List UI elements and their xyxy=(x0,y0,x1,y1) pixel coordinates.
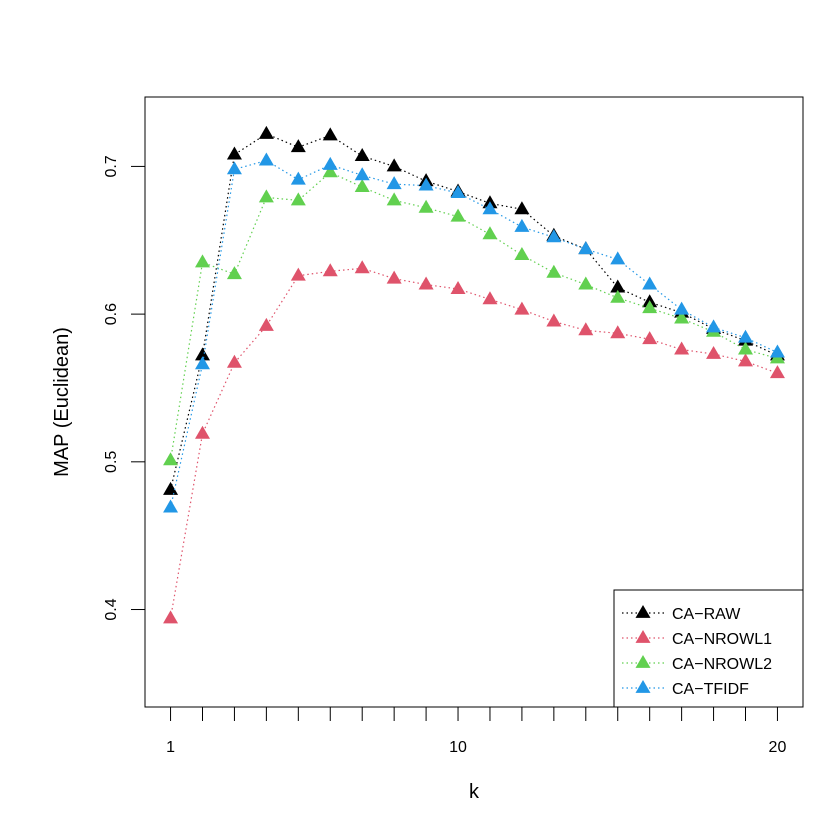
data-point xyxy=(258,189,274,203)
data-point xyxy=(322,164,338,178)
legend-marker xyxy=(635,679,651,693)
data-point xyxy=(482,291,498,305)
data-point xyxy=(546,264,562,278)
data-point xyxy=(194,356,210,370)
legend-item: CA−NROWL2 xyxy=(622,654,772,673)
data-point xyxy=(258,317,274,331)
legend-marker xyxy=(635,604,651,618)
data-point xyxy=(610,289,626,303)
y-axis: 0.4 0.5 0.6 0.7 xyxy=(103,155,146,621)
data-point xyxy=(642,300,658,314)
data-point xyxy=(226,266,242,280)
y-tick-label: 0.5 xyxy=(103,451,120,473)
y-tick-label: 0.7 xyxy=(103,155,120,177)
data-point xyxy=(258,125,274,139)
data-point xyxy=(610,251,626,265)
data-point xyxy=(354,167,370,181)
x-tick-label: 10 xyxy=(449,739,467,756)
data-point xyxy=(674,301,690,315)
legend-item: CA−NROWL1 xyxy=(622,629,772,648)
data-point xyxy=(514,246,530,260)
data-point xyxy=(386,176,402,190)
data-point xyxy=(194,254,210,268)
data-point xyxy=(674,341,690,355)
legend-label: CA−NROWL1 xyxy=(672,631,772,648)
data-point xyxy=(322,156,338,170)
data-point xyxy=(546,313,562,327)
data-point xyxy=(322,263,338,277)
data-point xyxy=(610,325,626,339)
y-tick-label: 0.6 xyxy=(103,303,120,325)
data-point xyxy=(514,218,530,232)
legend-item: CA−TFIDF xyxy=(622,679,749,698)
legend-marker xyxy=(635,629,651,643)
data-point xyxy=(226,161,242,175)
legend-marker xyxy=(635,654,651,668)
data-point xyxy=(354,260,370,274)
data-point xyxy=(386,270,402,284)
data-point xyxy=(546,229,562,243)
data-point xyxy=(450,280,466,294)
data-point xyxy=(354,179,370,193)
data-point xyxy=(578,322,594,336)
data-point xyxy=(610,279,626,293)
data-point xyxy=(738,329,754,343)
data-point xyxy=(194,347,210,361)
data-point xyxy=(226,354,242,368)
data-point xyxy=(738,353,754,367)
y-axis-title: MAP (Euclidean) xyxy=(51,327,73,477)
data-point xyxy=(290,267,306,281)
data-point xyxy=(578,276,594,290)
data-point xyxy=(386,158,402,172)
data-point xyxy=(418,177,434,191)
series-2 xyxy=(163,260,785,624)
data-point xyxy=(482,201,498,215)
data-point xyxy=(290,192,306,206)
data-point xyxy=(322,127,338,141)
series-3 xyxy=(163,164,785,466)
data-point xyxy=(706,345,722,359)
data-point xyxy=(418,276,434,290)
legend-label: CA−RAW xyxy=(672,606,741,623)
data-point xyxy=(194,425,210,439)
data-point xyxy=(163,610,179,624)
x-axis-title: k xyxy=(469,781,480,803)
data-point xyxy=(706,319,722,333)
x-tick-label: 20 xyxy=(769,739,787,756)
data-point xyxy=(642,276,658,290)
data-point xyxy=(290,171,306,185)
data-point xyxy=(226,146,242,160)
legend-label: CA−TFIDF xyxy=(672,681,749,698)
data-point xyxy=(578,241,594,255)
data-point xyxy=(163,452,179,466)
data-point xyxy=(514,301,530,315)
x-tick-label: 1 xyxy=(166,739,175,756)
legend-item: CA−RAW xyxy=(622,604,741,623)
data-point xyxy=(386,192,402,206)
data-point xyxy=(290,139,306,153)
data-point xyxy=(163,481,179,495)
data-point xyxy=(514,201,530,215)
legend-label: CA−NROWL2 xyxy=(672,656,772,673)
data-point xyxy=(642,331,658,345)
data-point xyxy=(163,499,179,513)
data-point xyxy=(769,365,785,379)
data-point xyxy=(258,152,274,166)
y-tick-label: 0.4 xyxy=(103,598,120,620)
data-point xyxy=(738,341,754,355)
data-point xyxy=(354,148,370,162)
data-point xyxy=(482,226,498,240)
series-layer xyxy=(163,125,785,624)
data-point xyxy=(769,344,785,358)
data-point xyxy=(674,310,690,324)
legend: CA−RAW CA−NROWL1 CA−NROWL2 CA−TFIDF xyxy=(613,589,804,708)
data-point xyxy=(418,199,434,213)
data-point xyxy=(450,184,466,198)
data-point xyxy=(450,208,466,222)
series-4 xyxy=(163,152,785,513)
